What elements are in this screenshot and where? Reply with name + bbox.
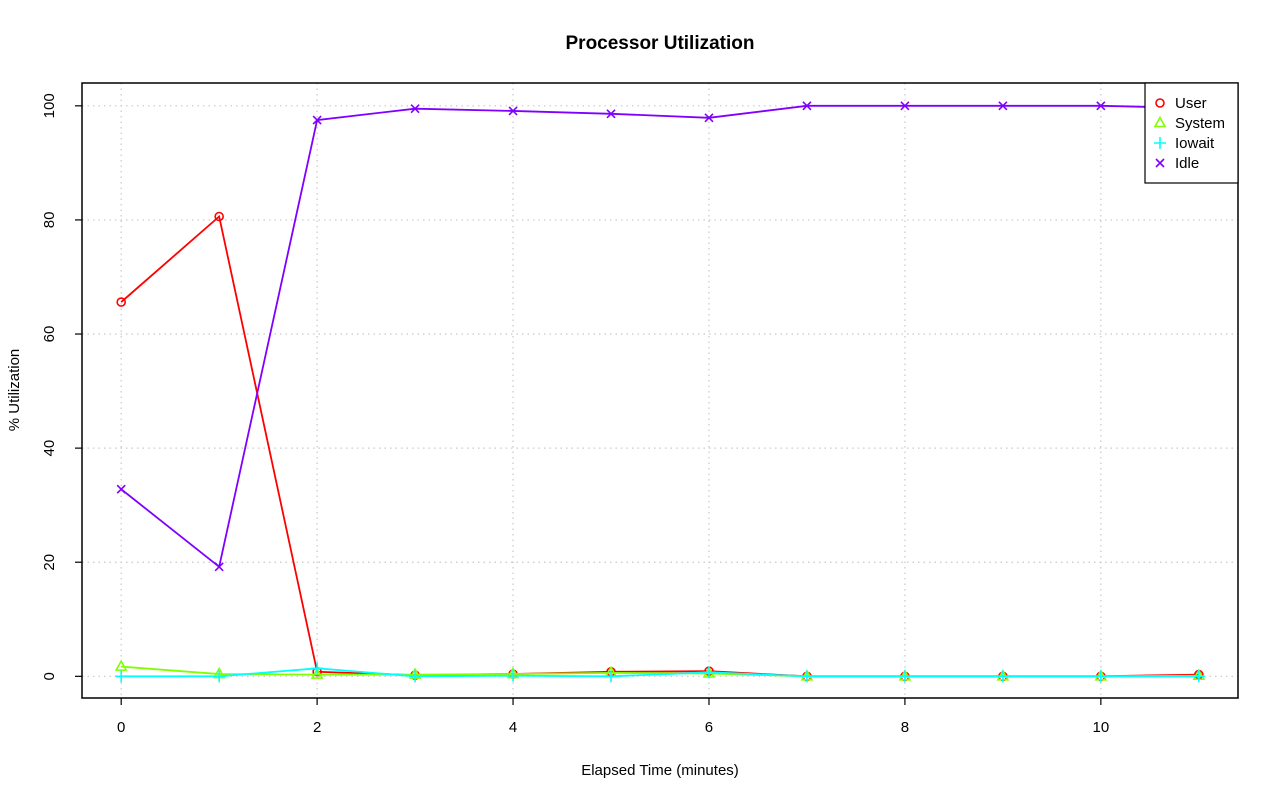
data-point-iowait: [507, 669, 520, 682]
data-point-iowait: [311, 662, 324, 675]
x-tick-label: 4: [509, 719, 517, 736]
legend-label-iowait: Iowait: [1175, 135, 1215, 152]
data-point-user: [116, 297, 126, 307]
y-tick-label: 20: [41, 554, 58, 571]
series-line-user: [120, 214, 1199, 678]
y-tick-label: 100: [41, 93, 58, 118]
data-point-idle: [802, 101, 812, 111]
x-axis: 0 2 4 6 8 10: [117, 698, 1109, 736]
legend-label-idle: Idle: [1175, 155, 1199, 172]
data-point-idle: [998, 101, 1008, 111]
x-tick-label: 2: [313, 719, 321, 736]
legend: User System Iowait Idle: [1144, 82, 1239, 184]
data-point-iowait: [409, 670, 422, 683]
data-point-iowait: [898, 670, 911, 683]
data-point-iowait: [1094, 670, 1107, 683]
x-tick-label: 10: [1093, 719, 1110, 736]
legend-marker-user: [1155, 98, 1165, 108]
data-point-idle: [900, 101, 910, 111]
data-point-iowait: [702, 666, 715, 679]
data-point-idle: [606, 109, 616, 119]
y-axis: 0 20 40 60 80 100: [41, 93, 82, 680]
data-point-idle: [1096, 101, 1106, 111]
y-tick-label: 40: [41, 440, 58, 457]
data-point-system: [114, 659, 128, 671]
data-point-idle: [704, 113, 714, 123]
legend-marker-system: [1153, 115, 1167, 128]
legend-label-user: User: [1175, 95, 1207, 112]
x-axis-label: Elapsed Time (minutes): [581, 762, 739, 779]
y-tick-label: 0: [41, 672, 58, 680]
data-point-iowait: [605, 670, 618, 683]
data-point-idle: [410, 104, 420, 114]
x-tick-label: 6: [705, 719, 713, 736]
data-point-idle: [116, 484, 126, 494]
y-tick-label: 60: [41, 326, 58, 343]
data-point-iowait: [1192, 670, 1205, 683]
series-idle: [116, 101, 1204, 572]
legend-label-system: System: [1175, 115, 1225, 132]
series-layer: [114, 101, 1206, 683]
y-axis-label: % Utilization: [6, 349, 23, 432]
plot-frame: [81, 82, 1239, 699]
series-iowait: [115, 662, 1205, 683]
grid: [82, 83, 1238, 698]
data-point-iowait: [800, 670, 813, 683]
x-tick-label: 0: [117, 719, 125, 736]
data-point-idle: [214, 562, 224, 572]
x-tick-label: 8: [901, 719, 909, 736]
legend-marker-idle: [1155, 158, 1165, 168]
y-tick-label: 80: [41, 212, 58, 229]
data-point-iowait: [115, 670, 128, 683]
data-point-iowait: [996, 670, 1009, 683]
series-line-idle: [120, 104, 1199, 569]
data-point-system: [310, 667, 324, 679]
data-point-idle: [508, 106, 518, 116]
series-user: [116, 211, 1204, 682]
data-point-idle: [312, 115, 322, 125]
series-line-iowait: [121, 667, 1199, 678]
chart-title: Processor Utilization: [566, 33, 755, 54]
data-point-iowait: [213, 670, 226, 683]
data-point-user: [214, 211, 224, 222]
legend-marker-iowait: [1154, 137, 1166, 149]
